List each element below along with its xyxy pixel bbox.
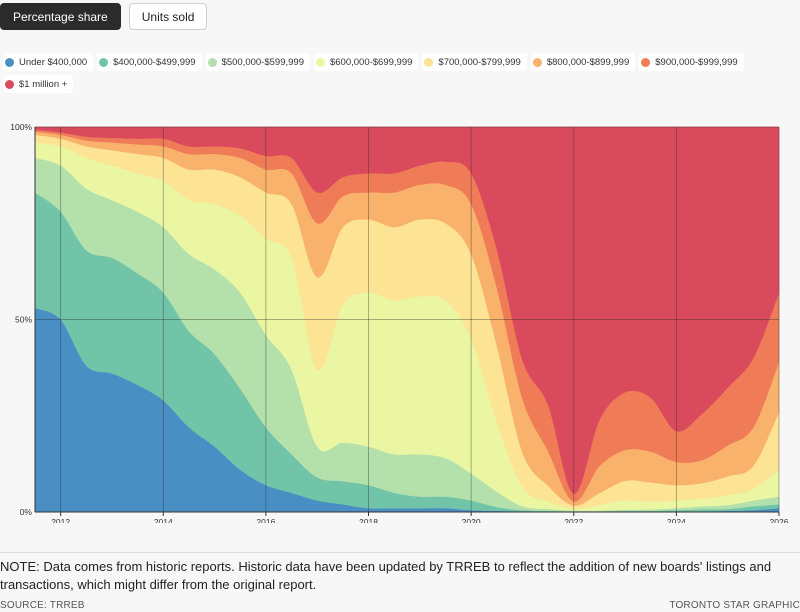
y-tick-label: 50% <box>15 315 32 325</box>
y-tick-label: 0% <box>20 507 33 517</box>
legend-item[interactable]: $900,000-$999,999 <box>639 53 744 71</box>
x-tick-label: 2016 <box>256 517 275 523</box>
legend-swatch <box>641 57 651 67</box>
x-tick-label: 2020 <box>462 517 481 523</box>
source-text: SOURCE: TRREB <box>0 600 85 611</box>
legend-label: $400,000-$499,999 <box>113 56 196 68</box>
x-tick-label: 2012 <box>51 517 70 523</box>
x-tick-label: 2014 <box>154 517 173 523</box>
divider <box>0 552 800 553</box>
stacked-area-chart: 2012 2014 2016 2018 2020 2022 2024 2026 0% 50% 100… <box>10 122 789 523</box>
legend-label: $600,000-$699,999 <box>329 56 413 68</box>
areas <box>34 126 780 513</box>
legend-item[interactable]: $800,000-$899,999 <box>530 53 636 71</box>
chart-legend: Under $400,000 $400,000-$499,999 $500,000-… <box>3 53 793 93</box>
x-tick-label: 2024 <box>667 517 686 523</box>
legend-item[interactable]: $700,000-$799,999 <box>422 53 527 71</box>
legend-label: $1 million + <box>19 78 68 90</box>
percentage-share-button[interactable]: Percentage share <box>0 3 121 30</box>
legend-label: $500,000-$599,999 <box>221 56 304 68</box>
legend-item[interactable]: $400,000-$499,999 <box>97 53 202 71</box>
legend-swatch <box>532 57 542 67</box>
x-tick-label: 2022 <box>564 517 583 523</box>
view-toggle: Percentage share Units sold <box>0 3 208 30</box>
x-tick-label: 2018 <box>359 517 378 523</box>
units-sold-button[interactable]: Units sold <box>128 3 208 30</box>
legend-item[interactable]: $500,000-$599,999 <box>205 53 310 71</box>
legend-item[interactable]: $1 million + <box>3 75 74 93</box>
y-tick-label: 100% <box>10 122 32 132</box>
gridlines <box>35 126 780 513</box>
legend-item[interactable]: Under $400,000 <box>3 53 94 71</box>
legend-swatch <box>315 57 325 67</box>
credit-text: TORONTO STAR GRAPHIC <box>669 600 800 611</box>
legend-swatch <box>5 57 14 67</box>
legend-item[interactable]: $600,000-$699,999 <box>313 53 419 71</box>
x-tick-label: 2026 <box>770 517 789 523</box>
chart-note: NOTE: Data comes from historic reports. … <box>0 559 772 592</box>
legend-label: $900,000-$999,999 <box>655 56 738 68</box>
legend-label: $800,000-$899,999 <box>546 56 630 68</box>
legend-label: $700,000-$799,999 <box>438 56 521 68</box>
legend-swatch <box>5 79 14 89</box>
legend-label: Under $400,000 <box>19 56 88 68</box>
legend-swatch <box>99 57 109 67</box>
legend-swatch <box>424 57 434 67</box>
legend-swatch <box>207 57 217 67</box>
footer: SOURCE: TRREB TORONTO STAR GRAPHIC <box>0 600 800 611</box>
